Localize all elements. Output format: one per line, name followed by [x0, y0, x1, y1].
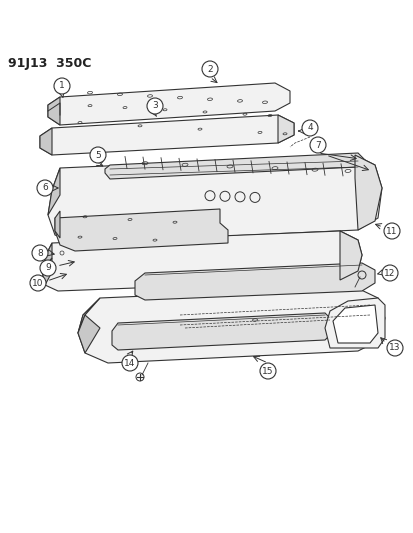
Circle shape	[301, 120, 317, 136]
Polygon shape	[55, 211, 60, 238]
Polygon shape	[105, 153, 364, 179]
Text: 8: 8	[37, 248, 43, 257]
Polygon shape	[40, 128, 52, 155]
Circle shape	[386, 340, 402, 356]
Polygon shape	[48, 83, 289, 125]
Text: 10: 10	[32, 279, 44, 287]
Polygon shape	[112, 313, 331, 350]
Text: 6: 6	[42, 183, 48, 192]
Text: 14: 14	[124, 359, 135, 367]
Polygon shape	[324, 298, 384, 348]
Circle shape	[30, 275, 46, 291]
Polygon shape	[78, 298, 100, 333]
Circle shape	[90, 147, 106, 163]
Text: 15: 15	[261, 367, 273, 376]
Circle shape	[32, 245, 48, 261]
Polygon shape	[277, 115, 293, 143]
Polygon shape	[332, 305, 377, 343]
Circle shape	[259, 363, 275, 379]
Text: 12: 12	[383, 269, 395, 278]
Circle shape	[309, 137, 325, 153]
Polygon shape	[354, 155, 381, 230]
Circle shape	[147, 98, 163, 114]
Polygon shape	[42, 243, 52, 271]
Circle shape	[54, 78, 70, 94]
Polygon shape	[48, 168, 60, 215]
Text: 1: 1	[59, 82, 65, 91]
Polygon shape	[135, 263, 374, 300]
Text: 13: 13	[388, 343, 400, 352]
Text: 7: 7	[314, 141, 320, 149]
Polygon shape	[40, 115, 293, 155]
Text: 91J13  350C: 91J13 350C	[8, 57, 91, 70]
Circle shape	[202, 61, 218, 77]
Polygon shape	[48, 155, 381, 243]
Polygon shape	[42, 231, 361, 291]
Circle shape	[381, 265, 397, 281]
Circle shape	[40, 260, 56, 276]
Text: 2: 2	[206, 64, 212, 74]
Polygon shape	[55, 209, 228, 251]
Polygon shape	[339, 231, 361, 280]
Polygon shape	[42, 258, 52, 285]
Circle shape	[37, 180, 53, 196]
Circle shape	[122, 355, 138, 371]
Polygon shape	[48, 97, 60, 125]
Text: 11: 11	[385, 227, 397, 236]
Text: 9: 9	[45, 263, 51, 272]
Text: 3: 3	[152, 101, 157, 110]
Circle shape	[383, 223, 399, 239]
Text: 4: 4	[306, 124, 312, 133]
Text: 5: 5	[95, 150, 101, 159]
Polygon shape	[78, 315, 100, 353]
Polygon shape	[78, 287, 384, 363]
